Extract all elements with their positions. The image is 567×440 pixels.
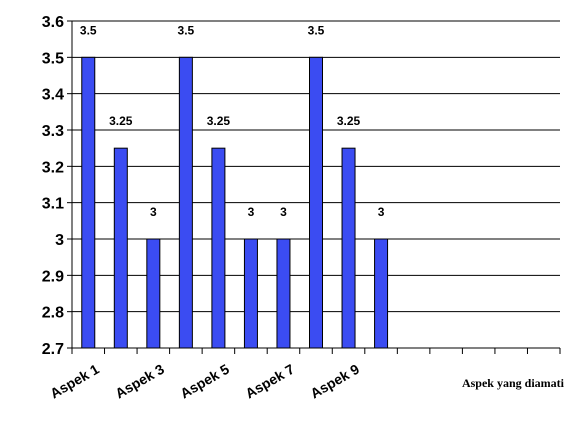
y-tick-label: 3.1 bbox=[42, 196, 64, 213]
x-tick-label: Aspek 7 bbox=[242, 361, 297, 402]
data-labels: 3.5 3.25 3 3.5 3.25 3 3 3.5 3.25 3 bbox=[80, 23, 385, 219]
data-label: 3.25 bbox=[109, 114, 133, 128]
data-label: 3.5 bbox=[308, 23, 325, 37]
x-tick-label: Aspek 1 bbox=[47, 361, 102, 402]
data-label: 3.25 bbox=[207, 114, 231, 128]
x-axis-title: Aspek yang diamati bbox=[462, 376, 565, 390]
bar bbox=[146, 238, 161, 349]
x-tick-label: Aspek 9 bbox=[308, 361, 363, 402]
bar bbox=[276, 238, 291, 349]
y-tick-label: 3.6 bbox=[42, 14, 64, 31]
y-tick-label: 3 bbox=[55, 232, 64, 249]
x-tick-label: Aspek 3 bbox=[112, 361, 167, 402]
y-tick-label: 3.4 bbox=[42, 87, 64, 104]
bar bbox=[243, 238, 258, 349]
y-tick-label: 3.5 bbox=[42, 50, 64, 67]
data-label: 3.25 bbox=[337, 114, 361, 128]
bar bbox=[374, 238, 389, 349]
bar bbox=[113, 147, 128, 349]
data-label: 3 bbox=[150, 205, 157, 219]
y-tick-label: 2.8 bbox=[42, 305, 64, 322]
y-tick-label: 3.3 bbox=[42, 123, 64, 140]
y-tick-label: 3.2 bbox=[42, 159, 64, 176]
data-label: 3 bbox=[280, 205, 287, 219]
y-tick-label: 2.7 bbox=[42, 341, 64, 358]
data-label: 3 bbox=[378, 205, 385, 219]
y-axis-ticks: 2.7 2.8 2.9 3 3.1 3.2 3.3 3.4 3.5 3.6 bbox=[42, 14, 72, 358]
x-axis-ticks: Aspek 1 Aspek 3 Aspek 5 Aspek 7 Aspek 9 bbox=[47, 348, 561, 402]
bar bbox=[211, 147, 226, 349]
data-label: 3.5 bbox=[178, 23, 195, 37]
bar bbox=[178, 56, 193, 349]
x-tick-label: Aspek 5 bbox=[177, 361, 232, 402]
bar bbox=[341, 147, 356, 349]
bar bbox=[81, 56, 96, 349]
y-tick-label: 2.9 bbox=[42, 268, 64, 285]
data-label: 3.5 bbox=[80, 23, 97, 37]
bar bbox=[309, 56, 323, 349]
data-label: 3 bbox=[248, 205, 255, 219]
